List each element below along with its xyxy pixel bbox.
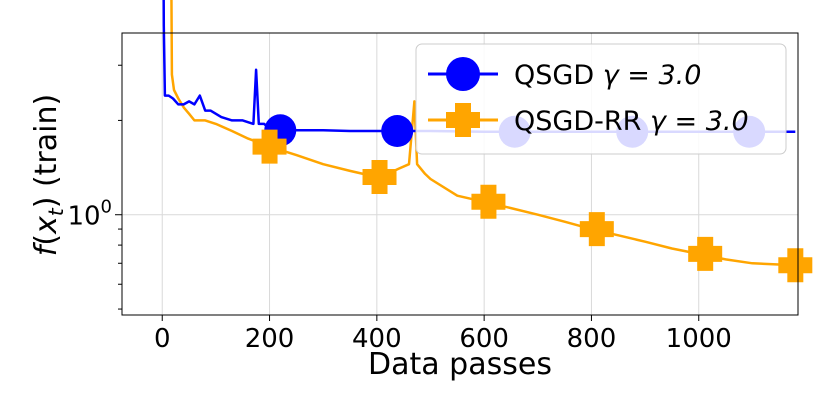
qsgd-rr-marker (579, 212, 614, 247)
legend: QSGD γ = 3.0 QSGD-RR γ = 3.0 (415, 43, 787, 155)
x-axis-label: Data passes (368, 347, 552, 382)
qsgd-marker (381, 115, 414, 148)
plot-frame (121, 32, 799, 316)
qsgd-rr-marker (688, 236, 723, 271)
qsgd-rr-marker (362, 159, 397, 194)
legend-label-qsgd-rr: QSGD-RR γ = 3.0 (514, 106, 749, 137)
x-axis-ticks: 0 200 400 600 800 1000 (154, 315, 732, 354)
x-tick-label: 600 (459, 324, 509, 354)
qsgd-rr-marker (252, 129, 287, 164)
legend-marker-qsgd (446, 57, 480, 91)
x-tick-label: 1000 (666, 324, 732, 354)
y-axis-ticks: 100101102 (67, 64, 122, 310)
x-tick-label: 0 (154, 324, 171, 354)
x-tick-label: 800 (567, 324, 617, 354)
x-tick-label: 400 (352, 324, 402, 354)
x-tick-label: 200 (245, 324, 295, 354)
legend-label-qsgd: QSGD γ = 3.0 (514, 60, 701, 91)
y-axis-label: f(xt) (train) (29, 94, 68, 256)
y-tick-label: 100 (67, 197, 112, 232)
qsgd-rr-marker (778, 248, 813, 283)
legend-marker-qsgd-rr (446, 103, 480, 137)
legend-box (415, 43, 787, 155)
qsgd-rr-marker (471, 184, 506, 219)
